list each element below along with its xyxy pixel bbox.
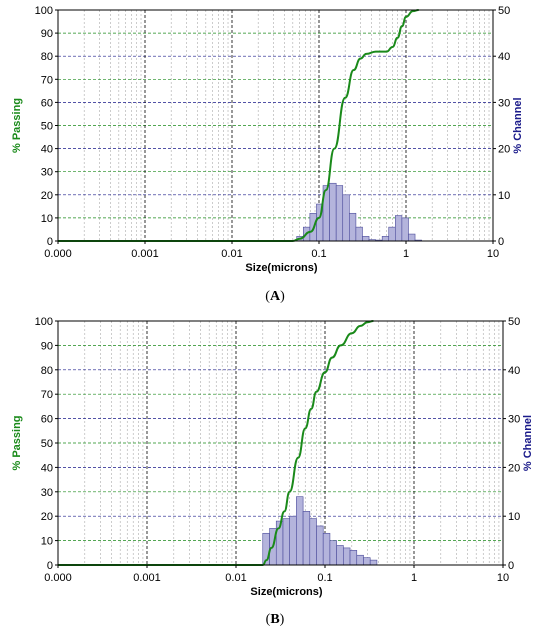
channel-bar (349, 550, 358, 566)
right-tick-label: 10 (498, 190, 510, 202)
left-tick-label: 40 (41, 462, 53, 474)
x-tick-label: 1 (403, 248, 409, 260)
x-tick-label: 0.001 (131, 248, 159, 260)
right-tick-label: 40 (498, 51, 510, 63)
channel-bar (381, 236, 390, 242)
left-tick-label: 20 (41, 190, 53, 202)
left-tick-label: 30 (41, 487, 53, 499)
grid (58, 10, 493, 241)
left-tick-label: 20 (41, 511, 53, 523)
right-axis-title: % Channel (522, 415, 534, 471)
x-tick-label: 0.1 (311, 248, 326, 260)
left-tick-label: 10 (41, 536, 53, 548)
x-tick-label: 0.1 (317, 572, 332, 584)
channel-bar (282, 518, 291, 566)
right-tick-label: 50 (508, 316, 520, 328)
left-tick-label: 0 (47, 236, 53, 248)
channel-bar (302, 511, 311, 566)
left-tick-label: 90 (41, 340, 53, 352)
left-tick-label: 50 (41, 438, 53, 450)
histogram-bars (262, 496, 378, 566)
right-tick-label: 0 (508, 560, 514, 572)
x-tick-label: 0.000 (44, 248, 72, 260)
left-tick-label: 60 (41, 414, 53, 426)
right-axis-title: % Channel (512, 97, 524, 153)
left-tick-label: 80 (41, 51, 53, 63)
right-tick-label: 20 (498, 144, 510, 156)
left-axis: 0 10 20 30 40 50 60 70 80 90 100 (35, 5, 58, 248)
right-tick-label: 30 (498, 97, 510, 109)
channel-bar (336, 545, 344, 566)
channel-bar (322, 532, 331, 566)
right-tick-label: 40 (508, 365, 520, 377)
left-tick-label: 40 (41, 144, 53, 156)
channel-bar (349, 212, 357, 242)
left-tick-label: 10 (41, 213, 53, 225)
channel-bar (408, 233, 416, 242)
left-tick-label: 30 (41, 167, 53, 179)
x-axis-title: Size(microns) (250, 586, 322, 598)
channel-bar (342, 194, 350, 242)
x-tick-label: 0.01 (221, 248, 242, 260)
x-tick-label: 10 (497, 572, 509, 584)
channel-bar (395, 215, 403, 242)
panel-letter: B (270, 612, 279, 627)
left-tick-label: 0 (47, 560, 53, 572)
channel-bar (289, 515, 297, 566)
channel-bar (369, 559, 378, 566)
channel-bar (355, 226, 363, 242)
left-tick-label: 70 (41, 74, 53, 86)
channel-bar (356, 554, 364, 566)
left-tick-label: 60 (41, 97, 53, 109)
right-tick-label: 30 (508, 414, 520, 426)
channel-bar (362, 236, 370, 242)
x-axis-title: Size(microns) (245, 262, 317, 274)
left-tick-label: 100 (35, 316, 53, 328)
right-tick-label: 10 (508, 511, 520, 523)
x-tick-label: 0.000 (44, 572, 72, 584)
left-tick-label: 50 (41, 121, 53, 133)
channel-bar (329, 540, 337, 566)
left-axis-title: % Passing (11, 415, 23, 470)
left-tick-label: 90 (41, 28, 53, 40)
right-tick-label: 0 (498, 236, 504, 248)
channel-bar (316, 525, 324, 566)
channel-bar (401, 217, 409, 242)
x-axis: 0.000 0.001 0.01 0.1 1 10 (44, 565, 509, 584)
left-tick-label: 100 (35, 5, 53, 17)
passing-line (57, 320, 374, 567)
passing-line (58, 9, 419, 242)
channel-bar (335, 185, 344, 242)
x-axis: 0.000 0.001 0.01 0.1 1 10 (44, 241, 499, 260)
right-tick-label: 20 (508, 462, 520, 474)
x-tick-label: 0.001 (133, 572, 161, 584)
channel-bar (309, 518, 317, 566)
channel-bar (296, 496, 304, 566)
channel-bar (388, 226, 396, 242)
left-tick-label: 70 (41, 389, 53, 401)
grid (58, 321, 503, 565)
right-axis: 0 10 20 30 40 50 (503, 316, 520, 572)
channel-bar (343, 547, 351, 566)
x-tick-label: 0.01 (225, 572, 246, 584)
right-axis: 0 10 20 30 40 50 (493, 5, 510, 248)
left-tick-label: 80 (41, 365, 53, 377)
x-tick-label: 1 (411, 572, 417, 584)
left-axis-title: % Passing (11, 98, 23, 153)
panel-label: (B) (266, 612, 285, 627)
right-tick-label: 50 (498, 5, 510, 17)
channel-bar (329, 182, 337, 242)
panel-label: (A) (265, 289, 285, 304)
panel-letter: A (270, 289, 281, 304)
channel-bar (363, 557, 371, 566)
x-tick-label: 10 (487, 248, 499, 260)
histogram-bars (296, 182, 422, 242)
left-axis: 0 10 20 30 40 50 60 70 80 90 100 (35, 316, 58, 572)
